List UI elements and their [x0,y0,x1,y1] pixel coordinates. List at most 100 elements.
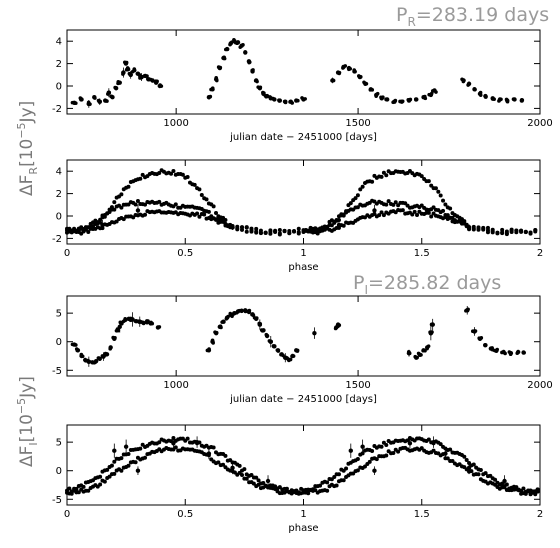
data-point [103,351,108,356]
data-point [256,478,261,483]
data-point [438,442,443,447]
data-point [157,170,162,175]
data-point [138,446,143,451]
data-point [135,208,141,213]
data-point [86,229,91,234]
data-point [244,476,249,481]
data-point [171,436,176,441]
data-point [263,230,268,235]
data-point [448,447,453,452]
data-point [414,97,418,102]
data-point [476,472,481,477]
data-point [303,97,307,101]
data-point [478,467,483,472]
data-point [230,225,235,230]
data-point [102,479,107,484]
data-point [265,333,269,338]
data-point [149,320,153,325]
data-point [356,74,361,78]
data-point [492,97,496,102]
data-point [155,79,159,84]
data-point [157,199,162,204]
data-point [477,336,482,340]
data-point [231,312,236,316]
data-point [264,94,269,99]
data-point [123,316,127,321]
data-point [222,56,227,61]
data-point [318,483,323,488]
data-point [428,330,434,336]
data-point [460,77,464,82]
data-point [246,309,251,313]
data-point [336,472,341,477]
data-point [441,198,446,203]
data-point [430,322,435,327]
data-point [277,232,282,237]
data-point [503,351,507,356]
data-point [347,67,351,72]
data-point [98,217,103,222]
data-point [523,491,528,496]
data-point [448,206,453,211]
data-point [230,465,235,471]
data-point [205,348,210,353]
data-point [393,200,398,205]
data-point [526,489,531,494]
data-point [143,202,148,207]
data-point [523,229,528,234]
data-point [237,463,242,468]
x-tick-label: 1 [300,248,306,259]
data-point [235,227,240,232]
x-tick-label: 1000 [163,118,188,129]
data-point [362,80,366,85]
data-point [441,208,446,213]
data-point [516,488,521,493]
data-point [341,66,345,70]
data-point [143,212,148,217]
data-point [216,65,221,69]
data-point [213,330,217,334]
panel-r-time: 1000 1500 2000 -2 0 2 4 julian date − 2451000 [… [52,29,553,143]
data-point [109,94,114,99]
x-axis-label: phase [288,523,318,534]
data-point [244,225,249,230]
data-point [137,319,142,324]
data-point [504,482,509,487]
data-point [256,482,261,487]
data-point [97,99,102,104]
data-point [509,230,514,235]
data-point [362,464,367,469]
data-point [497,99,501,103]
data-point [252,315,257,320]
data-point [372,468,377,473]
data-point [240,473,245,478]
x-tick-label: 2 [537,248,543,259]
x-tick-label: 2000 [527,380,552,391]
data-point [290,354,294,358]
data-point [169,171,174,176]
data-point [173,445,178,450]
data-point [370,179,375,184]
data-point [282,228,287,233]
data-point [125,66,130,70]
data-point [268,339,273,344]
data-point [511,97,516,101]
data-point [336,222,342,228]
data-point [535,489,540,494]
data-point [372,208,377,213]
data-point [427,92,431,97]
ylabel-i: ΔFI[10−5Jy] [15,376,40,467]
data-point [429,214,434,219]
data-point [249,228,254,233]
data-point [239,309,244,314]
y-tick-label: -5 [52,495,62,506]
data-point [384,443,389,448]
x-tick-label: 0.5 [177,248,193,259]
data-point [358,187,363,192]
data-point [287,228,292,233]
data-point [211,445,216,450]
data-point [500,350,504,355]
data-point [211,341,215,345]
data-point [391,451,396,456]
